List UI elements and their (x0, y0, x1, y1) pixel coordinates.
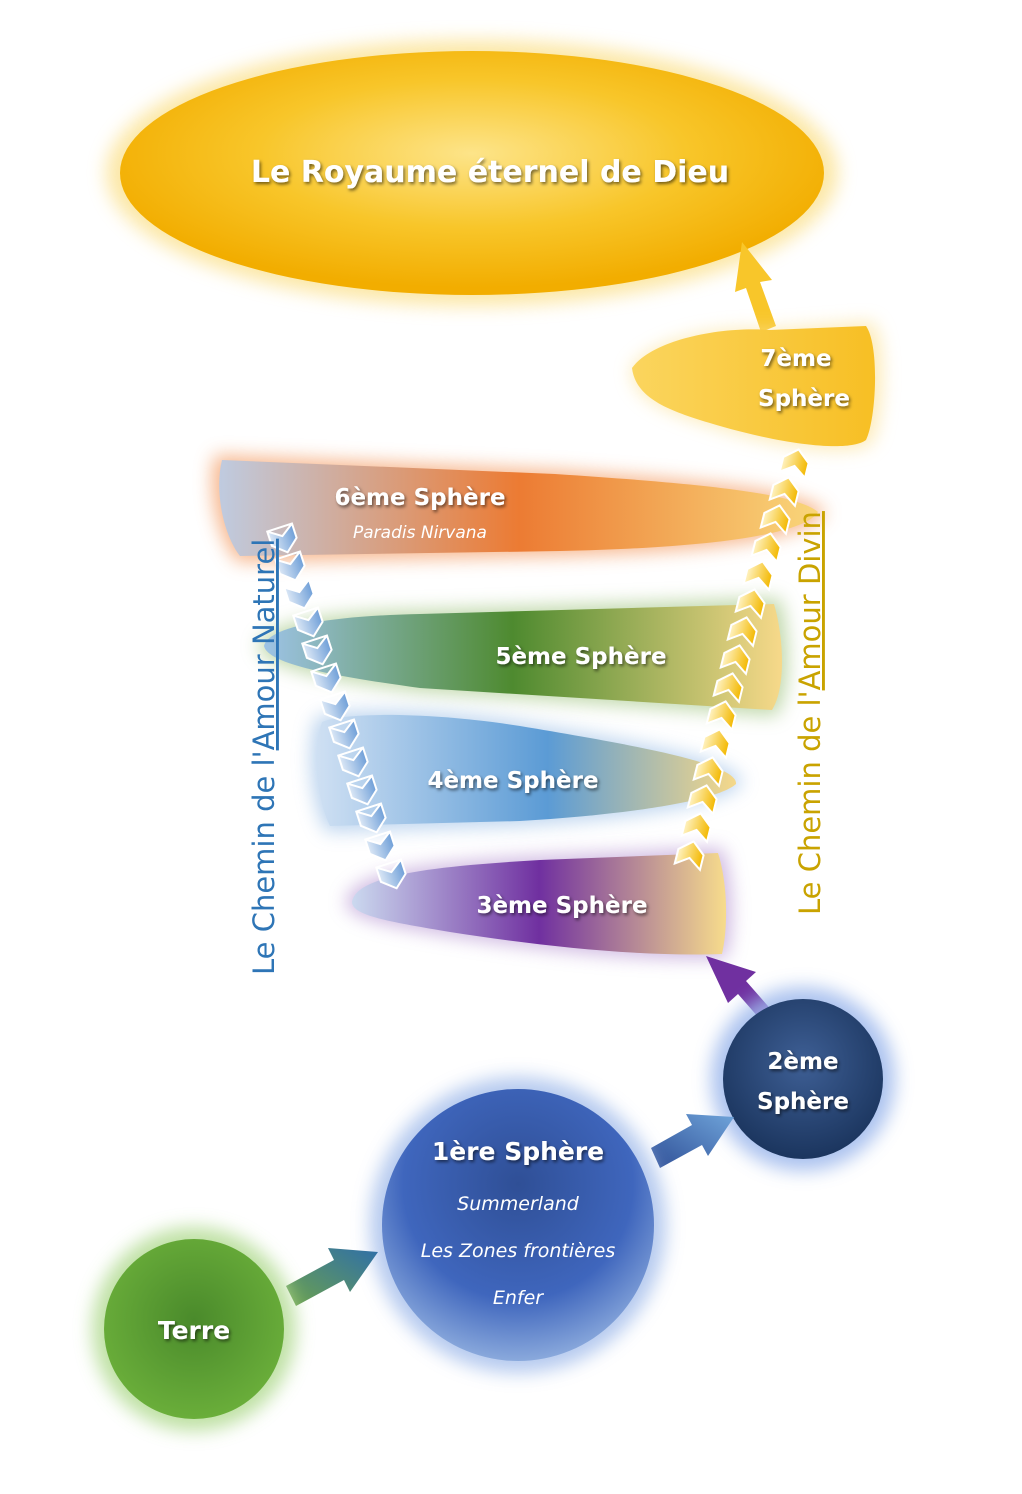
sphere-3: 3ème Sphère (346, 848, 732, 959)
natural-love-path-label: Le Chemin de l'Amour Naturel (247, 539, 281, 975)
sphere-1-border-zones: Les Zones frontières (421, 1240, 616, 1262)
sphere-4: 4ème Sphère (310, 710, 743, 832)
earth-label: Terre (158, 1316, 230, 1345)
sphere-6-subtitle: Paradis Nirvana (353, 523, 487, 543)
sphere-1-hell: Enfer (493, 1287, 544, 1309)
kingdom-of-god: Le Royaume éternel de Dieu (106, 40, 838, 306)
sphere-1: 1ère Sphère Summerland Les Zones frontiè… (370, 1077, 666, 1373)
natural-love-chevrons (266, 522, 410, 894)
arrow-earth-to-1st (286, 1248, 378, 1306)
sphere-7-line2: Sphère (758, 386, 850, 412)
arrow-7th-to-kingdom (735, 242, 776, 332)
sphere-2: 2ème Sphère (711, 987, 895, 1171)
sphere-6-label: 6ème Sphère (334, 485, 505, 511)
sphere-2-line1: 2ème (767, 1049, 838, 1075)
sphere-7-line1: 7ème (760, 346, 831, 372)
sphere-4-label: 4ème Sphère (427, 768, 598, 794)
sphere-6: 6ème Sphère Paradis Nirvana (211, 455, 827, 562)
sphere-1-summerland: Summerland (457, 1193, 580, 1215)
sphere-5: 5ème Sphère (258, 598, 788, 716)
sphere-3-label: 3ème Sphère (476, 893, 647, 919)
arrow-1st-to-2nd (651, 1114, 734, 1168)
natural-love-prefix: Le Chemin de l' (247, 750, 281, 975)
natural-love-underlined: Amour Naturel (247, 539, 281, 751)
sphere-1-label: 1ère Sphère (432, 1137, 604, 1166)
sphere-7: 7ème Sphère (632, 322, 882, 450)
kingdom-label: Le Royaume éternel de Dieu (251, 155, 729, 190)
sphere-2-line2: Sphère (757, 1089, 849, 1115)
earth: Terre (92, 1227, 296, 1431)
sphere-5-label: 5ème Sphère (495, 644, 666, 670)
divine-love-prefix: Le Chemin de l' (793, 690, 827, 915)
divine-love-path-label: Le Chemin de l'Amour Divin (793, 511, 827, 915)
divine-love-underlined: Amour Divin (793, 511, 827, 690)
